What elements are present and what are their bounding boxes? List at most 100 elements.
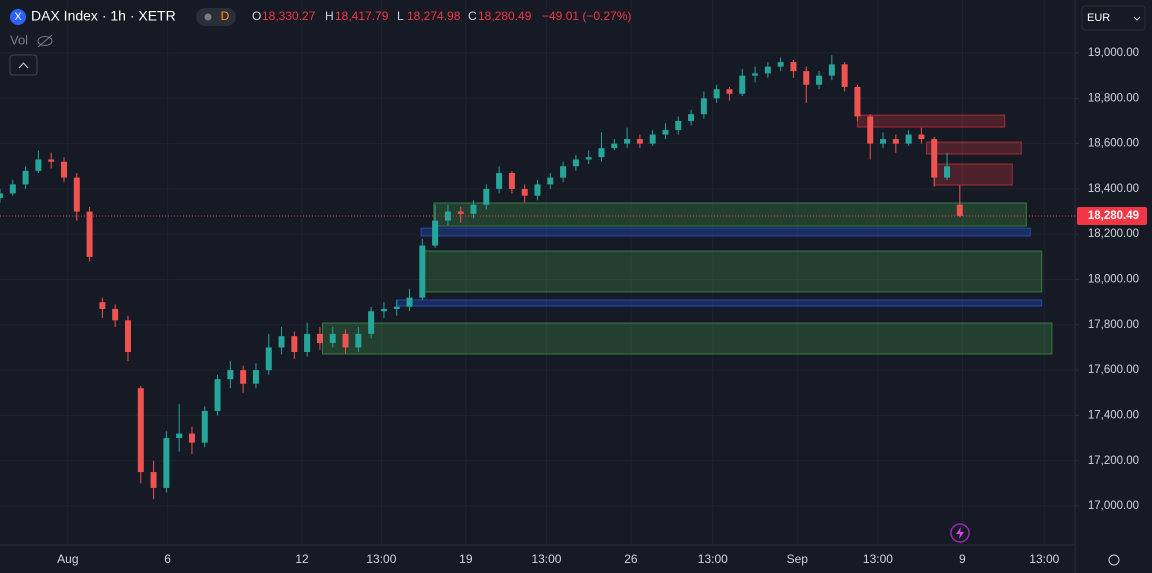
last-price-label: 18,280.49 bbox=[1088, 210, 1139, 222]
x-tick-label: 13:00 bbox=[366, 552, 396, 566]
ohlc-key: O bbox=[252, 9, 261, 23]
x-tick-label: 13:00 bbox=[863, 552, 893, 566]
x-tick-label: 6 bbox=[164, 552, 171, 566]
candles-layer bbox=[0, 55, 963, 500]
y-tick-label: 17,000.00 bbox=[1088, 500, 1139, 512]
candle-body bbox=[35, 159, 42, 171]
y-tick-label: 18,000.00 bbox=[1088, 274, 1139, 286]
candle-body bbox=[342, 333, 349, 348]
candle-body bbox=[22, 170, 29, 185]
eye-icon[interactable] bbox=[37, 34, 53, 48]
events-bolt bbox=[956, 527, 964, 539]
collapse-button[interactable] bbox=[9, 54, 38, 76]
candle-body bbox=[675, 120, 682, 131]
candle-body bbox=[380, 308, 387, 312]
ohlc-legend: O 18,330.27 H 18,417.79 L 18,274.98 C 18,280.49 bbox=[252, 9, 532, 23]
last-price-tag bbox=[1077, 206, 1147, 225]
y-tick-label: 18,800.00 bbox=[1088, 92, 1139, 104]
candle-body bbox=[0, 193, 3, 198]
candle-body bbox=[828, 64, 835, 76]
candle-body bbox=[764, 66, 771, 74]
candle-body bbox=[393, 306, 400, 309]
symbol-title[interactable]: DAX Index · 1h · XETR bbox=[31, 8, 176, 24]
candle-body bbox=[700, 98, 707, 115]
candle-body bbox=[649, 134, 656, 144]
candle-body bbox=[60, 161, 67, 178]
currency-select[interactable] bbox=[1081, 5, 1146, 31]
badge[interactable] bbox=[196, 8, 236, 26]
candle-body bbox=[432, 220, 439, 246]
ohlc-key: L bbox=[397, 9, 404, 23]
y-tick-label: 18,600.00 bbox=[1088, 138, 1139, 150]
x-tick-label: 9 bbox=[959, 552, 966, 566]
candle-body bbox=[854, 86, 861, 117]
zone bbox=[420, 250, 1043, 293]
candle-body bbox=[892, 139, 899, 144]
candle-body bbox=[124, 320, 131, 353]
candle-body bbox=[624, 139, 631, 144]
candle-body bbox=[572, 159, 579, 167]
symbol-icon[interactable] bbox=[10, 9, 26, 25]
zone bbox=[856, 114, 1006, 128]
candle-body bbox=[560, 166, 567, 178]
collapse-chevron bbox=[18, 62, 29, 69]
candle-body bbox=[304, 333, 311, 353]
settings-icon[interactable] bbox=[1108, 554, 1120, 566]
candle-body bbox=[713, 89, 720, 99]
candle-body bbox=[816, 75, 823, 85]
badge-text: D bbox=[221, 9, 230, 23]
candle-body bbox=[291, 336, 298, 353]
candle-body bbox=[163, 438, 170, 488]
candle-body bbox=[483, 188, 490, 205]
candle-body bbox=[201, 410, 208, 443]
candle-body bbox=[598, 148, 605, 158]
candle-body bbox=[329, 333, 336, 343]
y-tick-label: 17,600.00 bbox=[1088, 364, 1139, 376]
ohlc-value: 18,274.98 bbox=[407, 9, 461, 23]
zone bbox=[433, 202, 1027, 227]
y-tick-label: 19,000.00 bbox=[1088, 47, 1139, 59]
candle-body bbox=[585, 157, 592, 160]
x-tick-label: 13:00 bbox=[1029, 552, 1059, 566]
volume-label: Vol bbox=[10, 32, 28, 47]
x-tick-label: 12 bbox=[295, 552, 309, 566]
candle-body bbox=[406, 297, 413, 307]
zone bbox=[396, 299, 1043, 307]
candle-body bbox=[534, 184, 541, 196]
candle-body bbox=[278, 336, 285, 348]
x-tick-label: Sep bbox=[787, 552, 809, 566]
candle-body bbox=[112, 308, 119, 321]
x-tick-label: 13:00 bbox=[698, 552, 728, 566]
candle-body bbox=[457, 211, 464, 214]
candle-body bbox=[316, 333, 323, 343]
events-icon[interactable] bbox=[950, 523, 970, 543]
candle-body bbox=[790, 62, 797, 72]
candle-body bbox=[521, 188, 528, 196]
candle-body bbox=[777, 62, 784, 67]
candle-body bbox=[86, 211, 93, 257]
candle-body bbox=[99, 302, 106, 309]
candle-body bbox=[265, 347, 272, 371]
candle-body bbox=[611, 143, 618, 149]
zone bbox=[926, 141, 1022, 155]
currency-chevron bbox=[1133, 16, 1141, 21]
x-tick-label: 13:00 bbox=[531, 552, 561, 566]
y-tick-label: 17,800.00 bbox=[1088, 319, 1139, 331]
y-tick-label: 18,400.00 bbox=[1088, 183, 1139, 195]
candle-body bbox=[918, 134, 925, 140]
candle-body bbox=[688, 114, 695, 121]
candle-body bbox=[470, 204, 477, 214]
eye-slash bbox=[37, 34, 53, 48]
candle-body bbox=[227, 370, 234, 380]
candle-body bbox=[841, 64, 848, 87]
candle-body bbox=[931, 139, 938, 178]
x-tick-label: Aug bbox=[57, 552, 78, 566]
candle-body bbox=[496, 173, 503, 189]
eye-outline bbox=[37, 36, 53, 46]
candle-body bbox=[214, 379, 221, 411]
ohlc-key: C bbox=[468, 9, 477, 23]
candle-body bbox=[188, 433, 195, 443]
candle-body bbox=[252, 370, 259, 384]
